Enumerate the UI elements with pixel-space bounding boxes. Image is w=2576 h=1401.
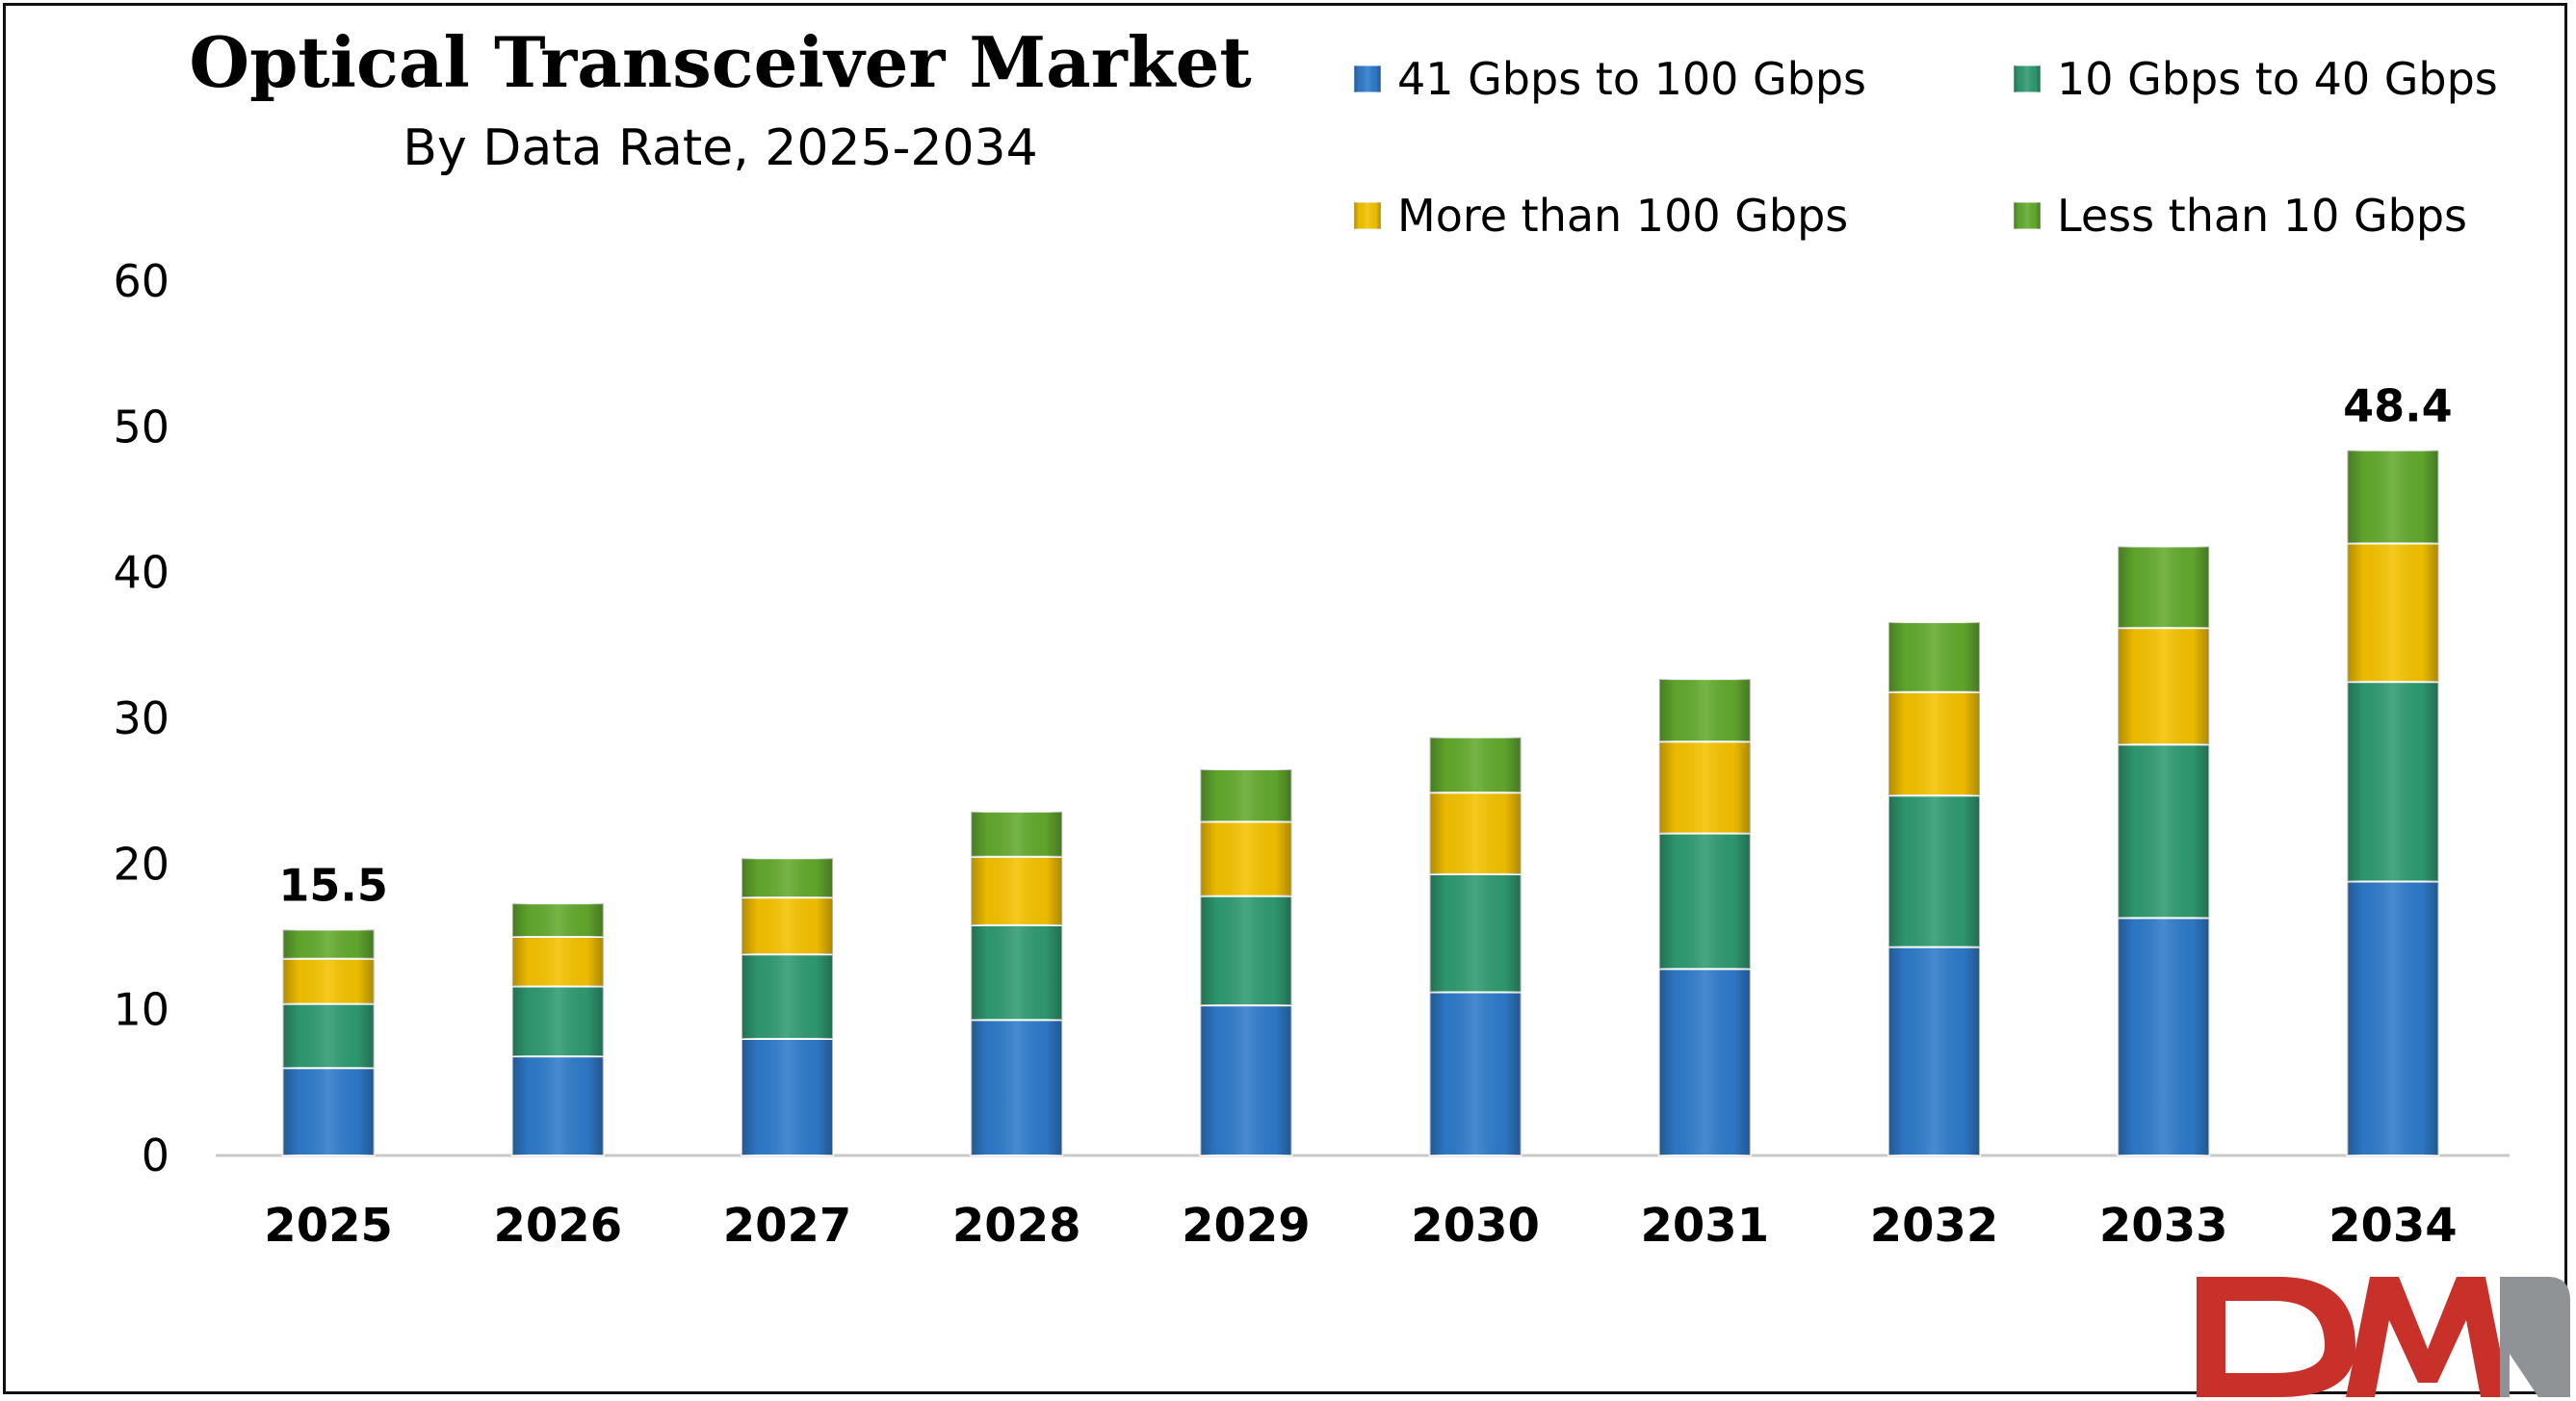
y-tick-label: 40 — [113, 547, 169, 599]
bar-shading-41-gbps-to-100-gbps-2029 — [1200, 1005, 1292, 1155]
dmr-logo: DMR — [2197, 1277, 2570, 1397]
bar-shading-less-than-10-gbps-2028 — [971, 811, 1063, 857]
x-tick-label-2033: 2033 — [2099, 1199, 2228, 1253]
bar-shading-10-gbps-to-40-gbps-2033 — [2118, 744, 2210, 919]
bar-shading-less-than-10-gbps-2026 — [511, 903, 604, 937]
legend-label-less-than-10-gbps: Less than 10 Gbps — [2057, 190, 2467, 242]
bar-shading-41-gbps-to-100-gbps-2025 — [282, 1068, 375, 1155]
dmr-logo-m-shape — [2346, 1277, 2510, 1397]
annotations: 15.5 48.4 — [278, 380, 2452, 912]
bar-shading-10-gbps-to-40-gbps-2026 — [511, 986, 604, 1057]
legend-swatch-shade-more-than-100-gbps — [1354, 202, 1381, 229]
y-tick-label: 10 — [113, 984, 169, 1036]
x-tick-label-2029: 2029 — [1182, 1199, 1311, 1253]
chart: Optical Transceiver Market By Data Rate,… — [113, 21, 2570, 1397]
bar-shading-more-than-100-gbps-2029 — [1200, 821, 1292, 896]
y-tick-label: 30 — [113, 692, 169, 744]
bar-shading-10-gbps-to-40-gbps-2029 — [1200, 895, 1292, 1006]
bar-shading-less-than-10-gbps-2025 — [282, 929, 375, 959]
x-tick-label-2034: 2034 — [2329, 1199, 2458, 1253]
bar-shading-more-than-100-gbps-2027 — [742, 897, 833, 955]
legend-swatch-shade-41-gbps-to-100-gbps — [1354, 65, 1381, 92]
bar-shading-less-than-10-gbps-2030 — [1429, 737, 1522, 793]
bar-shading-10-gbps-to-40-gbps-2028 — [971, 924, 1063, 1021]
bar-shading-41-gbps-to-100-gbps-2027 — [742, 1038, 833, 1155]
bar-shading-41-gbps-to-100-gbps-2026 — [511, 1056, 604, 1155]
legend: 41 Gbps to 100 Gbps 10 Gbps to 40 Gbps Mor… — [1353, 53, 2498, 242]
x-tick-label-2025: 2025 — [264, 1199, 393, 1253]
chart-frame: Optical Transceiver Market By Data Rate,… — [3, 3, 2570, 1397]
bar-shading-more-than-100-gbps-2026 — [511, 937, 604, 987]
bar-shading-10-gbps-to-40-gbps-2031 — [1658, 833, 1751, 970]
bar-shading-10-gbps-to-40-gbps-2032 — [1888, 795, 1980, 947]
legend-swatch-shade-10-gbps-to-40-gbps — [2014, 65, 2041, 92]
dmr-logo-r-shape — [2500, 1277, 2570, 1397]
total-label-2034: 48.4 — [2343, 380, 2453, 432]
bar-shading-more-than-100-gbps-2034 — [2347, 543, 2439, 683]
chart-title: Optical Transceiver Market — [189, 21, 1251, 103]
dmr-logo-d-shape — [2197, 1277, 2355, 1397]
bar-shading-less-than-10-gbps-2027 — [742, 858, 833, 898]
x-tick-label-2026: 2026 — [494, 1199, 623, 1253]
legend-swatch-shade-less-than-10-gbps — [2014, 202, 2041, 229]
bar-shading-41-gbps-to-100-gbps-2031 — [1658, 969, 1751, 1155]
x-tick-label-2028: 2028 — [952, 1199, 1081, 1253]
bar-shading-41-gbps-to-100-gbps-2032 — [1888, 947, 1980, 1155]
y-axis: 0 10 20 30 40 50 60 — [113, 255, 169, 1181]
bar-shading-more-than-100-gbps-2033 — [2118, 628, 2210, 745]
bar-shading-41-gbps-to-100-gbps-2034 — [2347, 881, 2439, 1155]
bar-shading-more-than-100-gbps-2032 — [1888, 691, 1980, 796]
x-axis: 2025 2026 2027 2028 2029 2030 2031 2032 2033 2034 — [264, 1199, 2457, 1253]
bar-shading-more-than-100-gbps-2028 — [971, 856, 1063, 925]
bar-shading-10-gbps-to-40-gbps-2030 — [1429, 873, 1522, 993]
logo-text: DMR — [2373, 1383, 2395, 1393]
bar-shading-41-gbps-to-100-gbps-2033 — [2118, 918, 2210, 1155]
y-tick-label: 0 — [142, 1129, 169, 1181]
legend-label-41-gbps-to-100-gbps: 41 Gbps to 100 Gbps — [1397, 53, 1866, 105]
bar-shading-41-gbps-to-100-gbps-2030 — [1429, 992, 1522, 1155]
bar-shading-41-gbps-to-100-gbps-2028 — [971, 1020, 1063, 1155]
total-label-2025: 15.5 — [278, 859, 388, 911]
bar-shading-less-than-10-gbps-2031 — [1658, 679, 1751, 742]
x-tick-label-2030: 2030 — [1411, 1199, 1540, 1253]
bar-shading-less-than-10-gbps-2034 — [2347, 450, 2439, 544]
y-tick-label: 50 — [113, 401, 169, 453]
bar-shading-10-gbps-to-40-gbps-2027 — [742, 954, 833, 1039]
chart-subtitle: By Data Rate, 2025-2034 — [403, 119, 1037, 177]
bar-shading-more-than-100-gbps-2030 — [1429, 792, 1522, 874]
bar-shading-less-than-10-gbps-2033 — [2118, 546, 2210, 629]
bar-shading-10-gbps-to-40-gbps-2034 — [2347, 682, 2439, 882]
legend-label-more-than-100-gbps: More than 100 Gbps — [1397, 190, 1848, 242]
y-tick-label: 60 — [113, 255, 169, 307]
bars — [281, 449, 2440, 1157]
bar-shading-10-gbps-to-40-gbps-2025 — [282, 1003, 375, 1069]
bar-shading-more-than-100-gbps-2025 — [282, 958, 375, 1004]
x-tick-label-2032: 2032 — [1870, 1199, 1999, 1253]
bar-shading-less-than-10-gbps-2029 — [1200, 768, 1292, 822]
x-tick-label-2031: 2031 — [1641, 1199, 1770, 1253]
legend-label-10-gbps-to-40-gbps: 10 Gbps to 40 Gbps — [2057, 53, 2498, 105]
bar-shading-less-than-10-gbps-2032 — [1888, 622, 1980, 692]
bar-shading-more-than-100-gbps-2031 — [1658, 741, 1751, 834]
x-tick-label-2027: 2027 — [723, 1199, 852, 1253]
y-tick-label: 20 — [113, 838, 169, 890]
